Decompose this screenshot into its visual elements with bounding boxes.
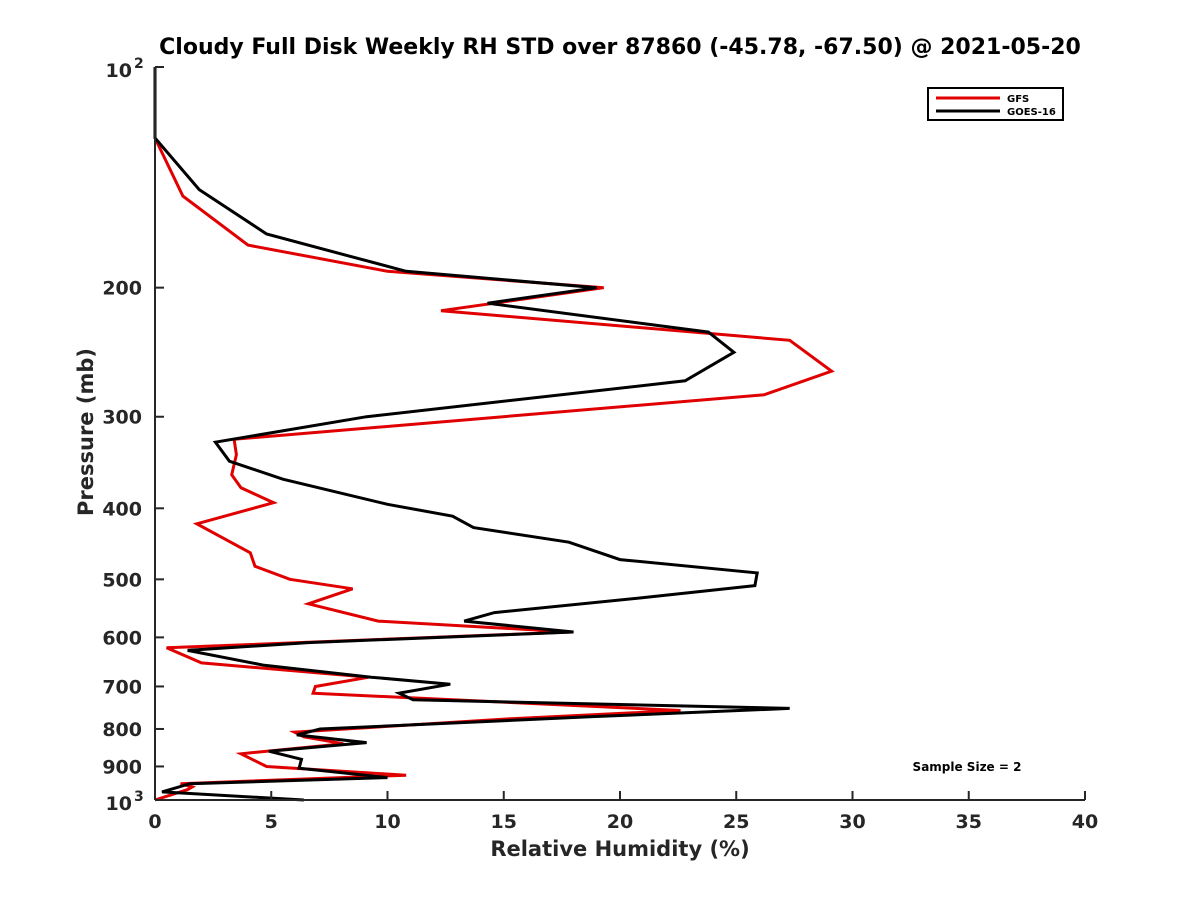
x-tick-label: 20 [607, 811, 633, 833]
y-tick-label: 400 [102, 498, 142, 520]
legend-label-goes-16: GOES-16 [1007, 107, 1056, 118]
legend-label-gfs: GFS [1007, 94, 1029, 105]
y-tick-label: 10 [106, 793, 132, 815]
y-tick-label: 200 [102, 278, 142, 300]
y-tick-label-exponent: 2 [134, 56, 144, 72]
y-tick-label-exponent: 3 [134, 789, 144, 805]
x-tick-label: 30 [839, 811, 865, 833]
x-tick-label: 10 [374, 811, 400, 833]
legend: GFS GOES-16 [927, 87, 1064, 121]
legend-box [927, 87, 1064, 121]
y-tick-label: 700 [102, 676, 142, 698]
y-tick-label: 300 [102, 407, 142, 429]
x-axis-label: Relative Humidity (%) [490, 837, 749, 861]
y-tick-label: 800 [102, 719, 142, 741]
y-tick-label: 10 [106, 60, 132, 82]
x-tick-label: 15 [491, 811, 517, 833]
x-tick-label: 35 [956, 811, 982, 833]
x-tick-label: 5 [265, 811, 278, 833]
y-axis-label: Pressure (mb) [74, 348, 98, 516]
series-line-gfs [153, 67, 835, 802]
y-tick-label: 500 [102, 569, 142, 591]
sample-size-annotation: Sample Size = 2 [913, 760, 1022, 774]
x-tick-label: 40 [1072, 811, 1098, 833]
y-tick-label: 600 [102, 627, 142, 649]
x-tick-label: 25 [723, 811, 749, 833]
y-tick-label: 900 [102, 756, 142, 778]
series-line-goes-16 [153, 67, 790, 802]
x-tick-label: 0 [148, 811, 161, 833]
chart-title: Cloudy Full Disk Weekly RH STD over 8786… [159, 35, 1081, 60]
